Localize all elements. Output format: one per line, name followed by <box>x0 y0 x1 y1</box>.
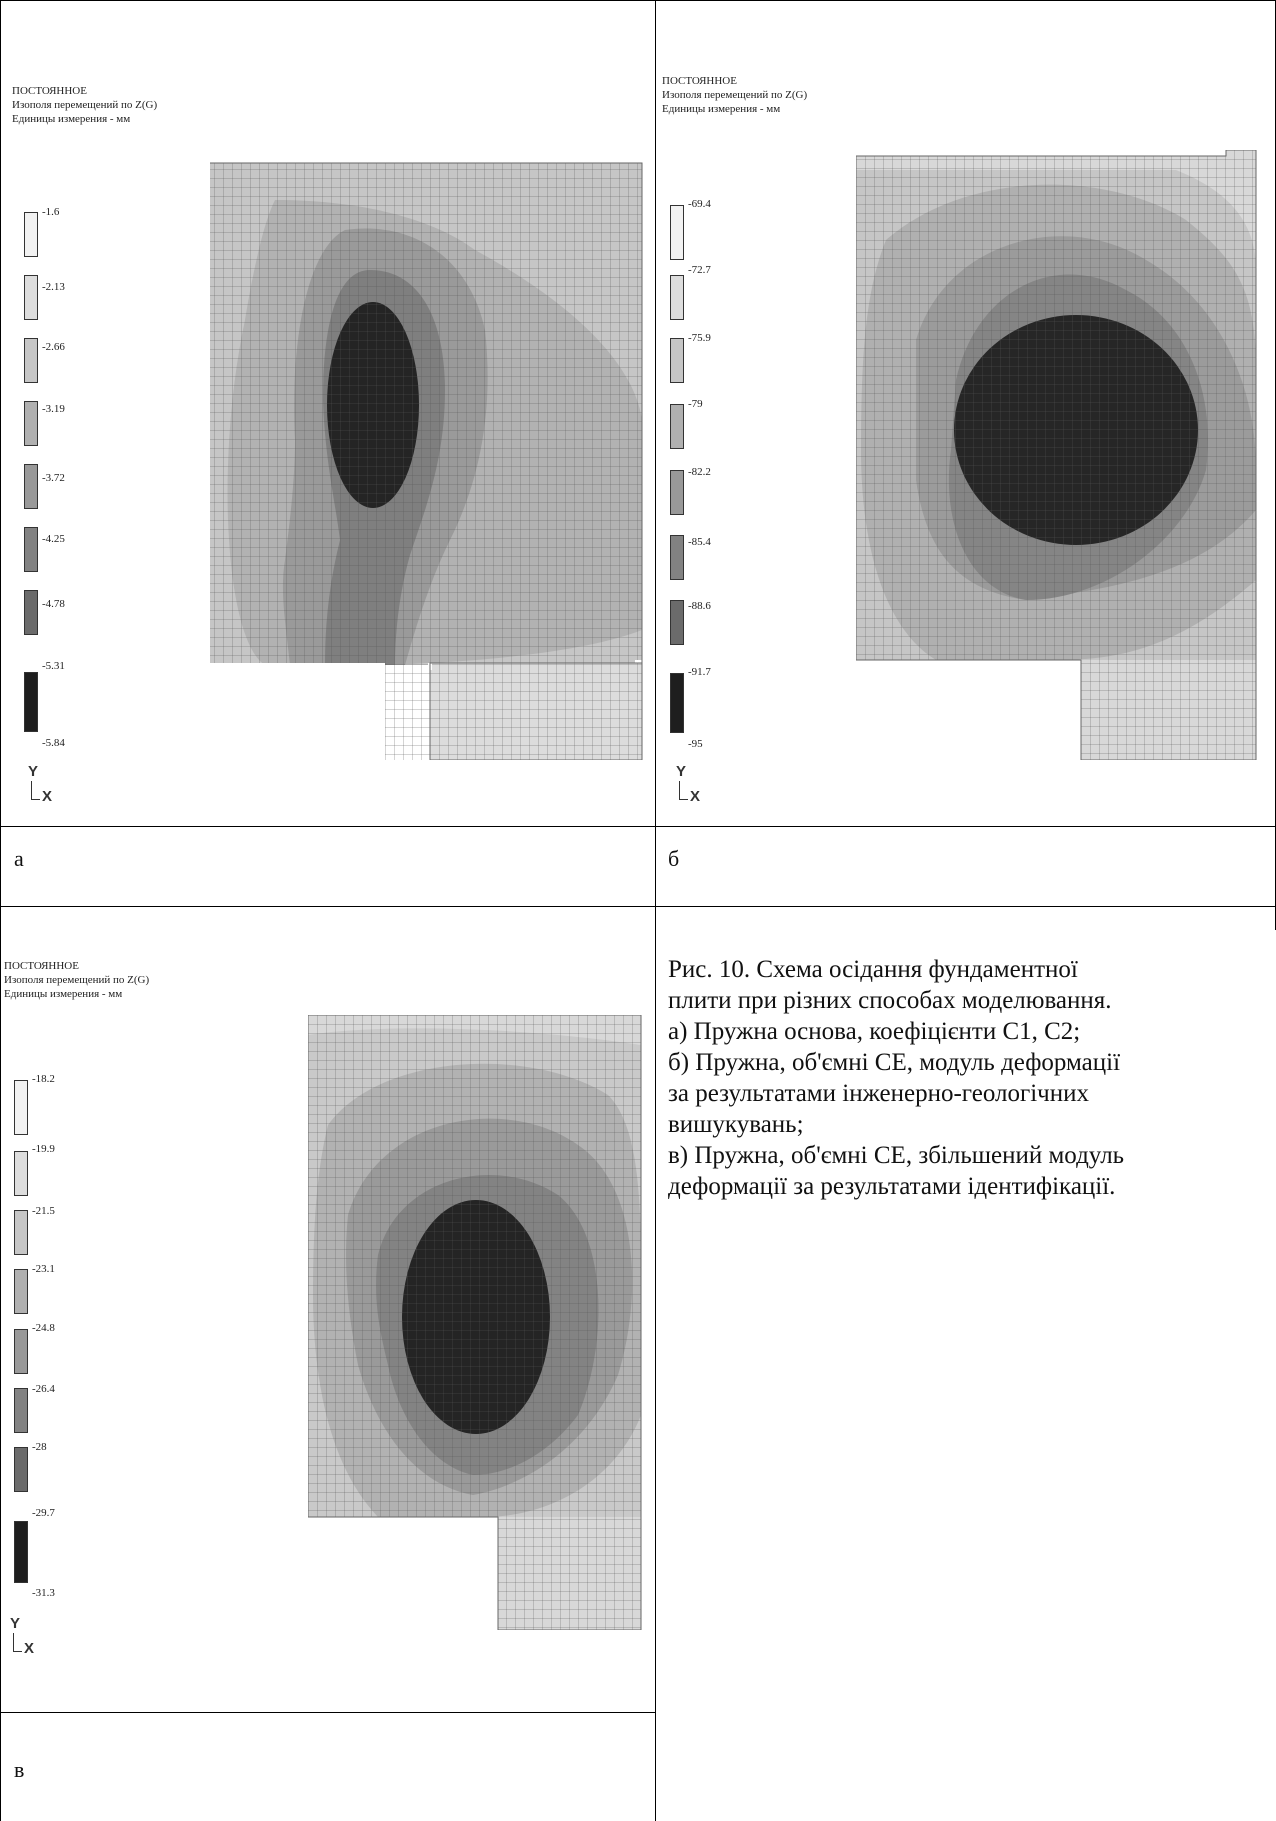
panel-c: ПОСТОЯННОЕ Изополя перемещений по Z(G) Е… <box>0 907 655 1821</box>
panel-a-header-2: Изополя перемещений по Z(G) <box>12 99 158 111</box>
legend-label: -23.1 <box>32 1263 55 1275</box>
legend-swatch <box>14 1447 28 1492</box>
legend-swatch <box>24 212 38 257</box>
legend-swatch <box>24 672 38 732</box>
legend-label: -75.9 <box>688 332 711 344</box>
legend-label: -2.66 <box>42 341 65 353</box>
legend-label: -69.4 <box>688 198 711 210</box>
panel-c-letter: в <box>14 1757 25 1782</box>
legend-label: -4.25 <box>42 533 65 545</box>
legend-label: -82.2 <box>688 466 711 478</box>
axis-corner-icon <box>31 781 40 800</box>
panel-a-header-1: ПОСТОЯННОЕ <box>12 85 87 97</box>
axis-y-label: Y <box>28 763 39 780</box>
legend-label: -4.78 <box>42 598 65 610</box>
caption-line: а) Пружна основа, коефіцієнти С1, С2; <box>668 1018 1081 1045</box>
legend-label: -3.72 <box>42 472 65 484</box>
panel-a-header-3: Единицы измерения - мм <box>12 113 131 125</box>
table-border-left <box>0 0 1 1821</box>
legend-swatch <box>670 338 684 383</box>
legend-label: -72.7 <box>688 264 711 276</box>
figure-caption: Рис. 10. Схема осідання фундаментної пли… <box>668 954 1124 1202</box>
panel-b-letter: б <box>668 846 680 871</box>
legend-swatch <box>670 404 684 449</box>
legend-swatch <box>14 1269 28 1314</box>
axis-x-label: X <box>42 788 53 805</box>
legend-label: -85.4 <box>688 536 711 548</box>
legend-swatch <box>14 1210 28 1255</box>
legend-swatch <box>14 1521 28 1583</box>
legend-label: -91.7 <box>688 666 711 678</box>
legend-label: -1.6 <box>42 206 60 218</box>
legend-swatch <box>24 275 38 320</box>
panel-b-header-3: Единицы измерения - мм <box>662 103 781 115</box>
panel-b-header-2: Изополя перемещений по Z(G) <box>662 89 808 101</box>
legend-label: -29.7 <box>32 1507 55 1519</box>
legend-label: -19.9 <box>32 1143 55 1155</box>
legend-label: -26.4 <box>32 1383 55 1395</box>
legend-swatch <box>14 1080 28 1135</box>
legend-label: -2.13 <box>42 281 65 293</box>
legend-swatch <box>670 470 684 515</box>
panel-c-contour-plot <box>308 1015 642 1630</box>
legend-label: -5.31 <box>42 660 65 672</box>
caption-line: вишукувань; <box>668 1111 804 1138</box>
caption-line: Рис. 10. Схема осідання фундаментної <box>668 956 1078 983</box>
legend-label: -28 <box>32 1441 47 1453</box>
caption-line: плити при різних способах моделювання. <box>668 987 1112 1014</box>
legend-swatch <box>14 1151 28 1196</box>
legend-swatch <box>24 401 38 446</box>
table-row-line-2 <box>0 906 1276 907</box>
legend-label: -88.6 <box>688 600 711 612</box>
legend-label: -5.84 <box>42 737 65 749</box>
legend-label: -18.2 <box>32 1073 55 1085</box>
axis-y-label: Y <box>676 763 687 780</box>
table-divider-middle <box>655 0 656 1821</box>
axis-corner-icon <box>13 1633 22 1652</box>
legend-swatch <box>670 673 684 733</box>
panel-a: ПОСТОЯННОЕ Изополя перемещений по Z(G) Е… <box>0 0 655 906</box>
table-border-top <box>0 0 1276 1</box>
table-row-line-1 <box>0 826 1276 827</box>
table-row-line-3 <box>0 1712 656 1713</box>
legend-swatch <box>670 535 684 580</box>
legend-swatch <box>670 205 684 260</box>
legend-label: -24.8 <box>32 1322 55 1334</box>
panel-b-contour-plot <box>856 150 1257 760</box>
legend-label: -31.3 <box>32 1587 55 1599</box>
panel-a-letter: а <box>14 846 24 871</box>
legend-label: -3.19 <box>42 403 65 415</box>
axis-x-label: X <box>24 1640 35 1657</box>
panel-c-header-1: ПОСТОЯННОЕ <box>4 960 79 972</box>
legend-label: -79 <box>688 398 703 410</box>
legend-swatch <box>24 590 38 635</box>
axis-y-label: Y <box>10 1615 21 1632</box>
caption-line: за результатами інженерно-геологічних <box>668 1080 1089 1107</box>
legend-swatch <box>670 600 684 645</box>
legend-swatch <box>670 275 684 320</box>
panel-c-header-2: Изополя перемещений по Z(G) <box>4 974 150 986</box>
axis-corner-icon <box>679 781 688 800</box>
legend-swatch <box>14 1388 28 1433</box>
legend-label: -21.5 <box>32 1205 55 1217</box>
panel-c-header-3: Единицы измерения - мм <box>4 988 123 1000</box>
legend-swatch <box>24 527 38 572</box>
caption-line: в) Пружна, об'ємні СЕ, збільшений модуль <box>668 1142 1125 1169</box>
caption-line: б) Пружна, об'ємні СЕ, модуль деформації <box>668 1049 1121 1076</box>
caption-line: деформації за результатами ідентифікації… <box>668 1173 1116 1200</box>
legend-swatch <box>24 338 38 383</box>
panel-a-contour-plot <box>210 162 643 760</box>
panel-b: ПОСТОЯННОЕ Изополя перемещений по Z(G) Е… <box>656 0 1276 906</box>
legend-swatch <box>24 464 38 509</box>
panel-b-header-1: ПОСТОЯННОЕ <box>662 75 737 87</box>
legend-swatch <box>14 1329 28 1374</box>
legend-label: -95 <box>688 738 703 750</box>
axis-x-label: X <box>690 788 701 805</box>
